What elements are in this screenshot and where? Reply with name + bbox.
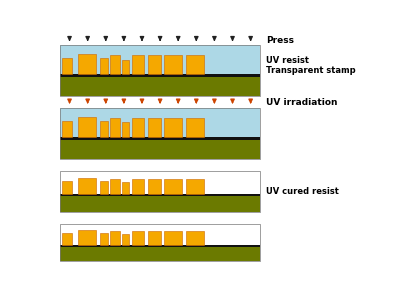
Bar xyxy=(60,77,259,96)
Bar xyxy=(122,60,129,74)
Bar xyxy=(62,181,73,194)
Bar xyxy=(60,45,259,96)
Text: Press: Press xyxy=(266,36,294,45)
Bar xyxy=(122,123,129,137)
Bar xyxy=(100,181,108,194)
Bar xyxy=(148,179,161,194)
Bar xyxy=(122,182,129,194)
Bar xyxy=(132,55,144,74)
Bar xyxy=(78,178,96,194)
Bar xyxy=(148,55,161,74)
Bar xyxy=(60,137,259,140)
Bar xyxy=(164,179,182,194)
Bar xyxy=(78,54,96,74)
Bar xyxy=(60,140,259,159)
Bar xyxy=(110,118,120,137)
Bar xyxy=(186,179,204,194)
Bar xyxy=(60,45,259,74)
Bar xyxy=(62,121,73,137)
Bar xyxy=(100,58,108,74)
Bar xyxy=(100,233,108,245)
Bar xyxy=(62,233,73,245)
Bar xyxy=(60,171,259,212)
Bar xyxy=(132,231,144,245)
Text: UV irradiation: UV irradiation xyxy=(266,98,337,107)
Bar xyxy=(60,224,259,261)
Bar xyxy=(78,116,96,137)
Bar xyxy=(164,118,182,137)
Bar xyxy=(186,118,204,137)
Bar xyxy=(132,118,144,137)
Bar xyxy=(60,194,259,197)
Bar xyxy=(60,247,259,261)
Bar xyxy=(148,118,161,137)
Bar xyxy=(60,197,259,212)
Text: UV cured resist: UV cured resist xyxy=(266,187,339,196)
Bar xyxy=(78,230,96,245)
Bar xyxy=(110,179,120,194)
Bar xyxy=(164,55,182,74)
Bar xyxy=(148,231,161,245)
Bar xyxy=(110,55,120,74)
Bar xyxy=(132,179,144,194)
Bar xyxy=(186,231,204,245)
Bar xyxy=(60,108,259,137)
Bar xyxy=(110,231,120,245)
Bar xyxy=(100,121,108,137)
Bar xyxy=(60,108,259,159)
Bar xyxy=(186,55,204,74)
Bar xyxy=(164,231,182,245)
Bar xyxy=(62,58,73,74)
Text: UV resist: UV resist xyxy=(266,56,309,65)
Bar xyxy=(60,245,259,247)
Text: Transparent stamp: Transparent stamp xyxy=(266,67,356,75)
Bar xyxy=(60,74,259,77)
Bar xyxy=(122,234,129,245)
